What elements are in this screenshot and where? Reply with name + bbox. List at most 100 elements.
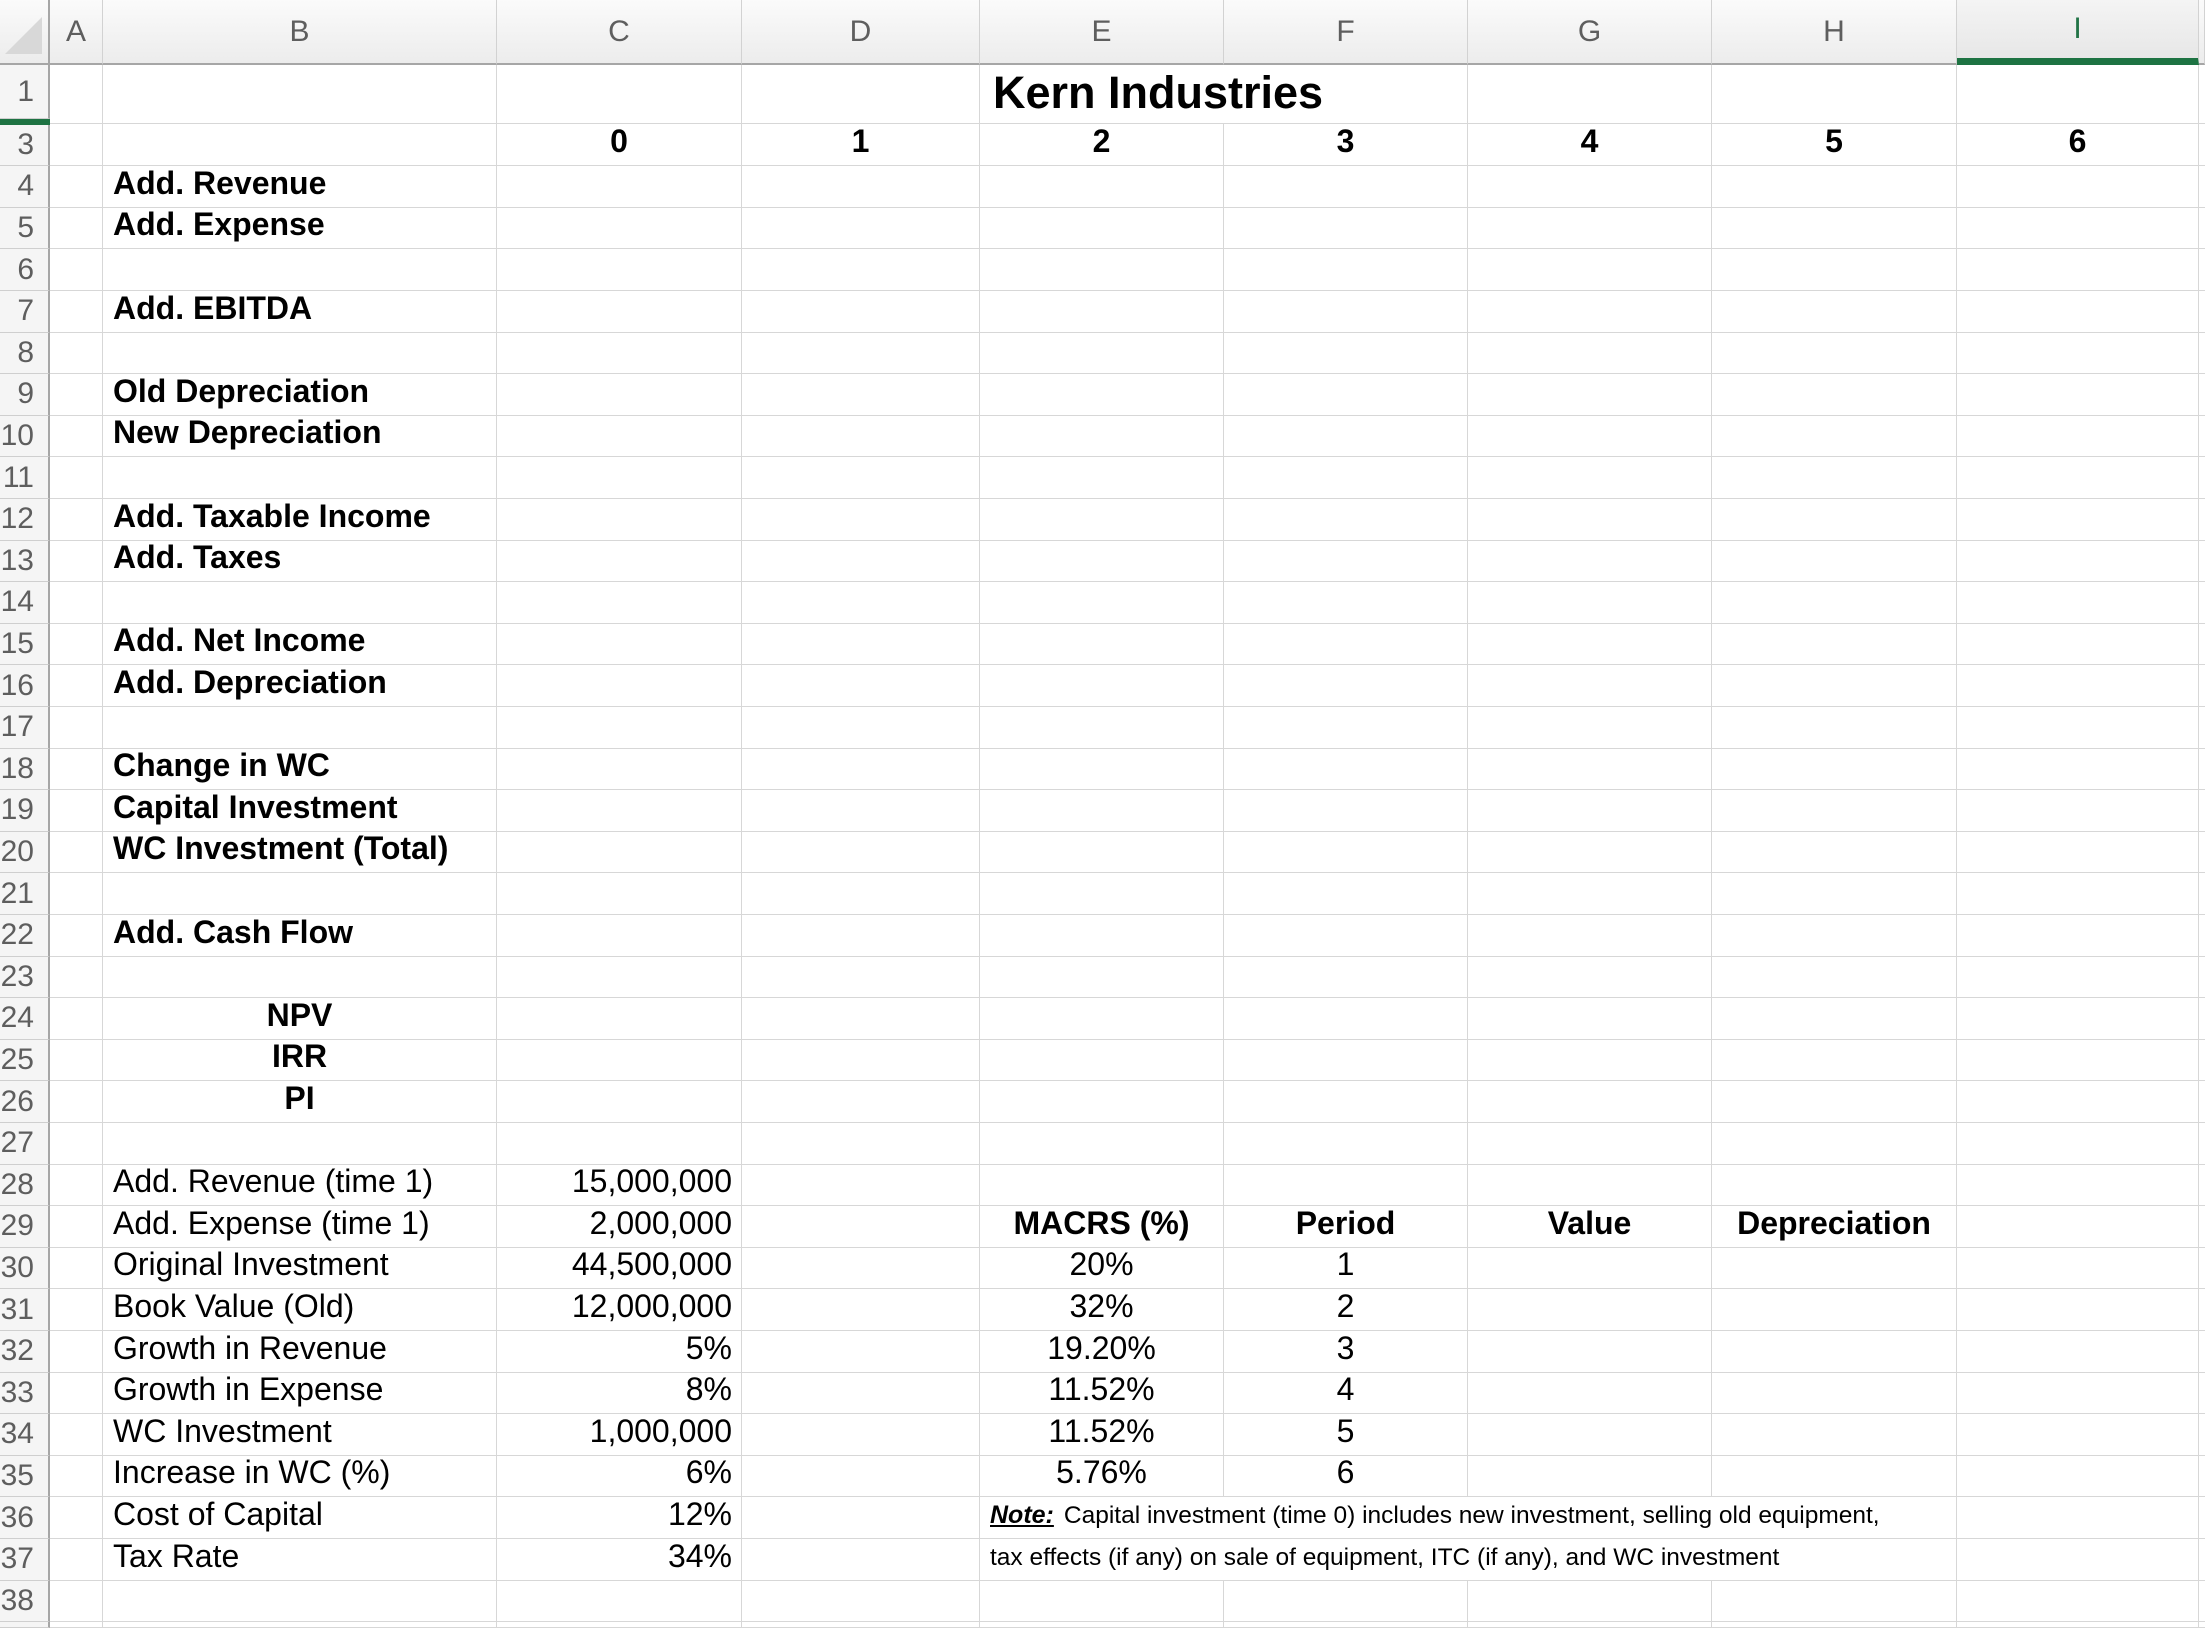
cell-B24[interactable]: NPV (103, 997, 497, 1040)
cell-I23[interactable] (1957, 956, 2199, 999)
cell-G10[interactable] (1468, 415, 1712, 458)
cell-I22[interactable] (1957, 915, 2199, 957)
cell-B31[interactable]: Book Value (Old) (103, 1288, 497, 1331)
cell-G4[interactable] (1468, 166, 1712, 208)
cell-E31[interactable]: 32% (980, 1288, 1224, 1331)
cell-F4[interactable] (1224, 166, 1468, 208)
cell-H21[interactable] (1712, 873, 1957, 915)
cell-I31[interactable] (1957, 1289, 2199, 1331)
cell-G28[interactable] (1468, 1164, 1712, 1207)
cell-D26[interactable] (742, 1081, 980, 1123)
cell-A25[interactable] (50, 1039, 103, 1082)
cell-G5[interactable] (1468, 207, 1712, 250)
cell-B38[interactable] (103, 1580, 497, 1623)
row-header-10[interactable]: 10 (0, 415, 50, 458)
cell-H10[interactable] (1712, 415, 1957, 458)
cell-C31[interactable]: 12,000,000 (497, 1288, 742, 1331)
select-all-corner[interactable] (0, 0, 50, 65)
row-header-20[interactable]: 20 (0, 831, 50, 874)
cell-A9[interactable] (50, 374, 103, 416)
cell-C38[interactable] (497, 1580, 742, 1623)
cell-G32[interactable] (1468, 1331, 1712, 1373)
cell-D36[interactable] (742, 1497, 980, 1539)
cell-F23[interactable] (1224, 956, 1468, 999)
cell-I7[interactable] (1957, 291, 2199, 333)
cell-D37[interactable] (742, 1539, 980, 1581)
column-header-A[interactable]: A (50, 0, 103, 65)
cell-C27[interactable] (497, 1123, 742, 1165)
cell-C33[interactable]: 8% (497, 1371, 742, 1415)
cell-F27[interactable] (1224, 1123, 1468, 1165)
cell-A33[interactable] (50, 1372, 103, 1415)
cell-E15[interactable] (980, 623, 1224, 666)
cell-B33[interactable]: Growth in Expense (103, 1371, 497, 1415)
cell-I36[interactable] (1957, 1497, 2199, 1539)
cell-I12[interactable] (1957, 499, 2199, 541)
cell-C24[interactable] (497, 998, 742, 1040)
cell-E12[interactable] (980, 499, 1224, 541)
cell-C18[interactable] (497, 748, 742, 791)
cell-D19[interactable] (742, 790, 980, 832)
cell-I5[interactable] (1957, 207, 2199, 250)
cell-C5[interactable] (497, 207, 742, 250)
cell-B20[interactable]: WC Investment (Total) (103, 830, 497, 874)
column-header-D[interactable]: D (742, 0, 980, 65)
cell-D24[interactable] (742, 998, 980, 1040)
cell-F33[interactable]: 4 (1224, 1371, 1468, 1415)
cell-H5[interactable] (1712, 207, 1957, 250)
cell-D12[interactable] (742, 499, 980, 541)
row-header-32[interactable]: 32 (0, 1331, 50, 1373)
row-header-29[interactable]: 29 (0, 1206, 50, 1248)
cell-H3[interactable]: 5 (1712, 123, 1957, 167)
cell-H28[interactable] (1712, 1164, 1957, 1207)
cell-A13[interactable] (50, 540, 103, 583)
cell-D35[interactable] (742, 1455, 980, 1498)
cell-B30[interactable]: Original Investment (103, 1246, 497, 1290)
cell-H33[interactable] (1712, 1372, 1957, 1415)
cell-G8[interactable] (1468, 332, 1712, 375)
cell-C15[interactable] (497, 623, 742, 666)
column-header-F[interactable]: F (1224, 0, 1468, 65)
cell-H7[interactable] (1712, 291, 1957, 333)
cell-G23[interactable] (1468, 956, 1712, 999)
cell-C28[interactable]: 15,000,000 (497, 1163, 742, 1207)
cell-G33[interactable] (1468, 1372, 1712, 1415)
cell-G31[interactable] (1468, 1289, 1712, 1331)
row-header-21[interactable]: 21 (0, 873, 50, 915)
cell-I34[interactable] (1957, 1414, 2199, 1456)
cell-H16[interactable] (1712, 665, 1957, 707)
cell-G14[interactable] (1468, 582, 1712, 624)
column-header-H[interactable]: H (1712, 0, 1957, 65)
cell-F28[interactable] (1224, 1164, 1468, 1207)
cell-E11[interactable] (980, 457, 1224, 499)
cell-D17[interactable] (742, 707, 980, 749)
cell-B3[interactable] (103, 124, 497, 167)
cell-C20[interactable] (497, 831, 742, 874)
cell-C11[interactable] (497, 457, 742, 499)
cell-C4[interactable] (497, 166, 742, 208)
cell-D22[interactable] (742, 915, 980, 957)
row-header-27[interactable]: 27 (0, 1123, 50, 1165)
column-header-C[interactable]: C (497, 0, 742, 65)
cell-I28[interactable] (1957, 1164, 2199, 1207)
cell-A6[interactable] (50, 249, 103, 291)
cell-I3[interactable]: 6 (1957, 123, 2199, 167)
row-header-38[interactable]: 38 (0, 1580, 50, 1623)
cell-F30[interactable]: 1 (1224, 1246, 1468, 1290)
cell-I9[interactable] (1957, 374, 2199, 416)
cell-A16[interactable] (50, 665, 103, 707)
cell-B35[interactable]: Increase in WC (%) (103, 1454, 497, 1498)
cell-A24[interactable] (50, 998, 103, 1040)
cell-B28[interactable]: Add. Revenue (time 1) (103, 1163, 497, 1207)
cell-F26[interactable] (1224, 1081, 1468, 1123)
cell-B11[interactable] (103, 457, 497, 499)
row-header-1[interactable]: 1 (0, 65, 50, 119)
cell-E13[interactable] (980, 540, 1224, 583)
cell-B4[interactable]: Add. Revenue (103, 165, 497, 208)
cell-A10[interactable] (50, 415, 103, 458)
cell-D23[interactable] (742, 956, 980, 999)
cell-G30[interactable] (1468, 1247, 1712, 1290)
column-header-I[interactable]: I (1957, 0, 2199, 65)
cell-E17[interactable] (980, 707, 1224, 749)
cell-C9[interactable] (497, 374, 742, 416)
